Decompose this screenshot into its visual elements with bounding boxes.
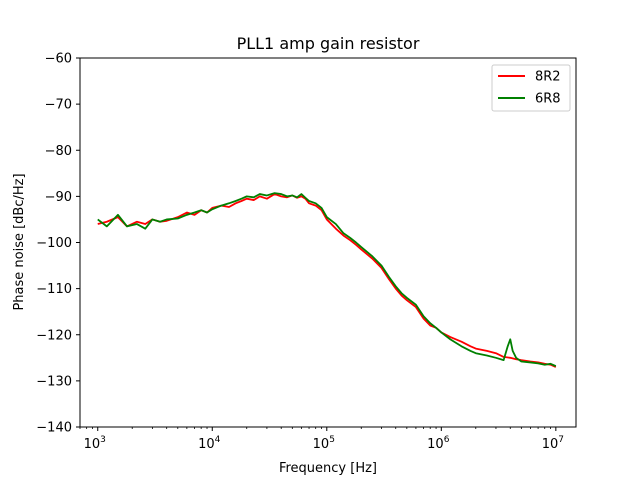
- legend-label-8r2: 8R2: [535, 70, 561, 85]
- y-tick-label: −120: [36, 328, 72, 343]
- y-tick-label: −80: [45, 144, 72, 159]
- chart-title: PLL1 amp gain resistor: [237, 34, 420, 53]
- y-tick-label: −130: [36, 374, 72, 389]
- y-tick-label: −140: [36, 421, 72, 436]
- legend-label-6r8: 6R8: [535, 92, 561, 107]
- y-axis-label: Phase noise [dBc/Hz]: [12, 173, 27, 310]
- x-tick-label: 107: [542, 435, 564, 452]
- x-tick-label: 106: [427, 435, 450, 452]
- x-axis-label: Frequency [Hz]: [279, 461, 377, 476]
- x-tick-label: 105: [313, 435, 335, 452]
- x-tick-label: 104: [198, 435, 221, 452]
- y-tick-label: −100: [36, 236, 72, 251]
- y-tick-label: −60: [45, 52, 72, 67]
- y-tick-label: −70: [45, 98, 72, 113]
- x-tick-label: 103: [84, 435, 106, 452]
- plot-area: [97, 192, 557, 368]
- axes: −140 −130 −120 −110 −100 −90 −80 −70 −60 103 104 10…: [36, 52, 577, 452]
- series-line-6r8: [97, 192, 557, 367]
- y-tick-label: −110: [36, 282, 72, 297]
- y-tick-label: −90: [45, 190, 72, 205]
